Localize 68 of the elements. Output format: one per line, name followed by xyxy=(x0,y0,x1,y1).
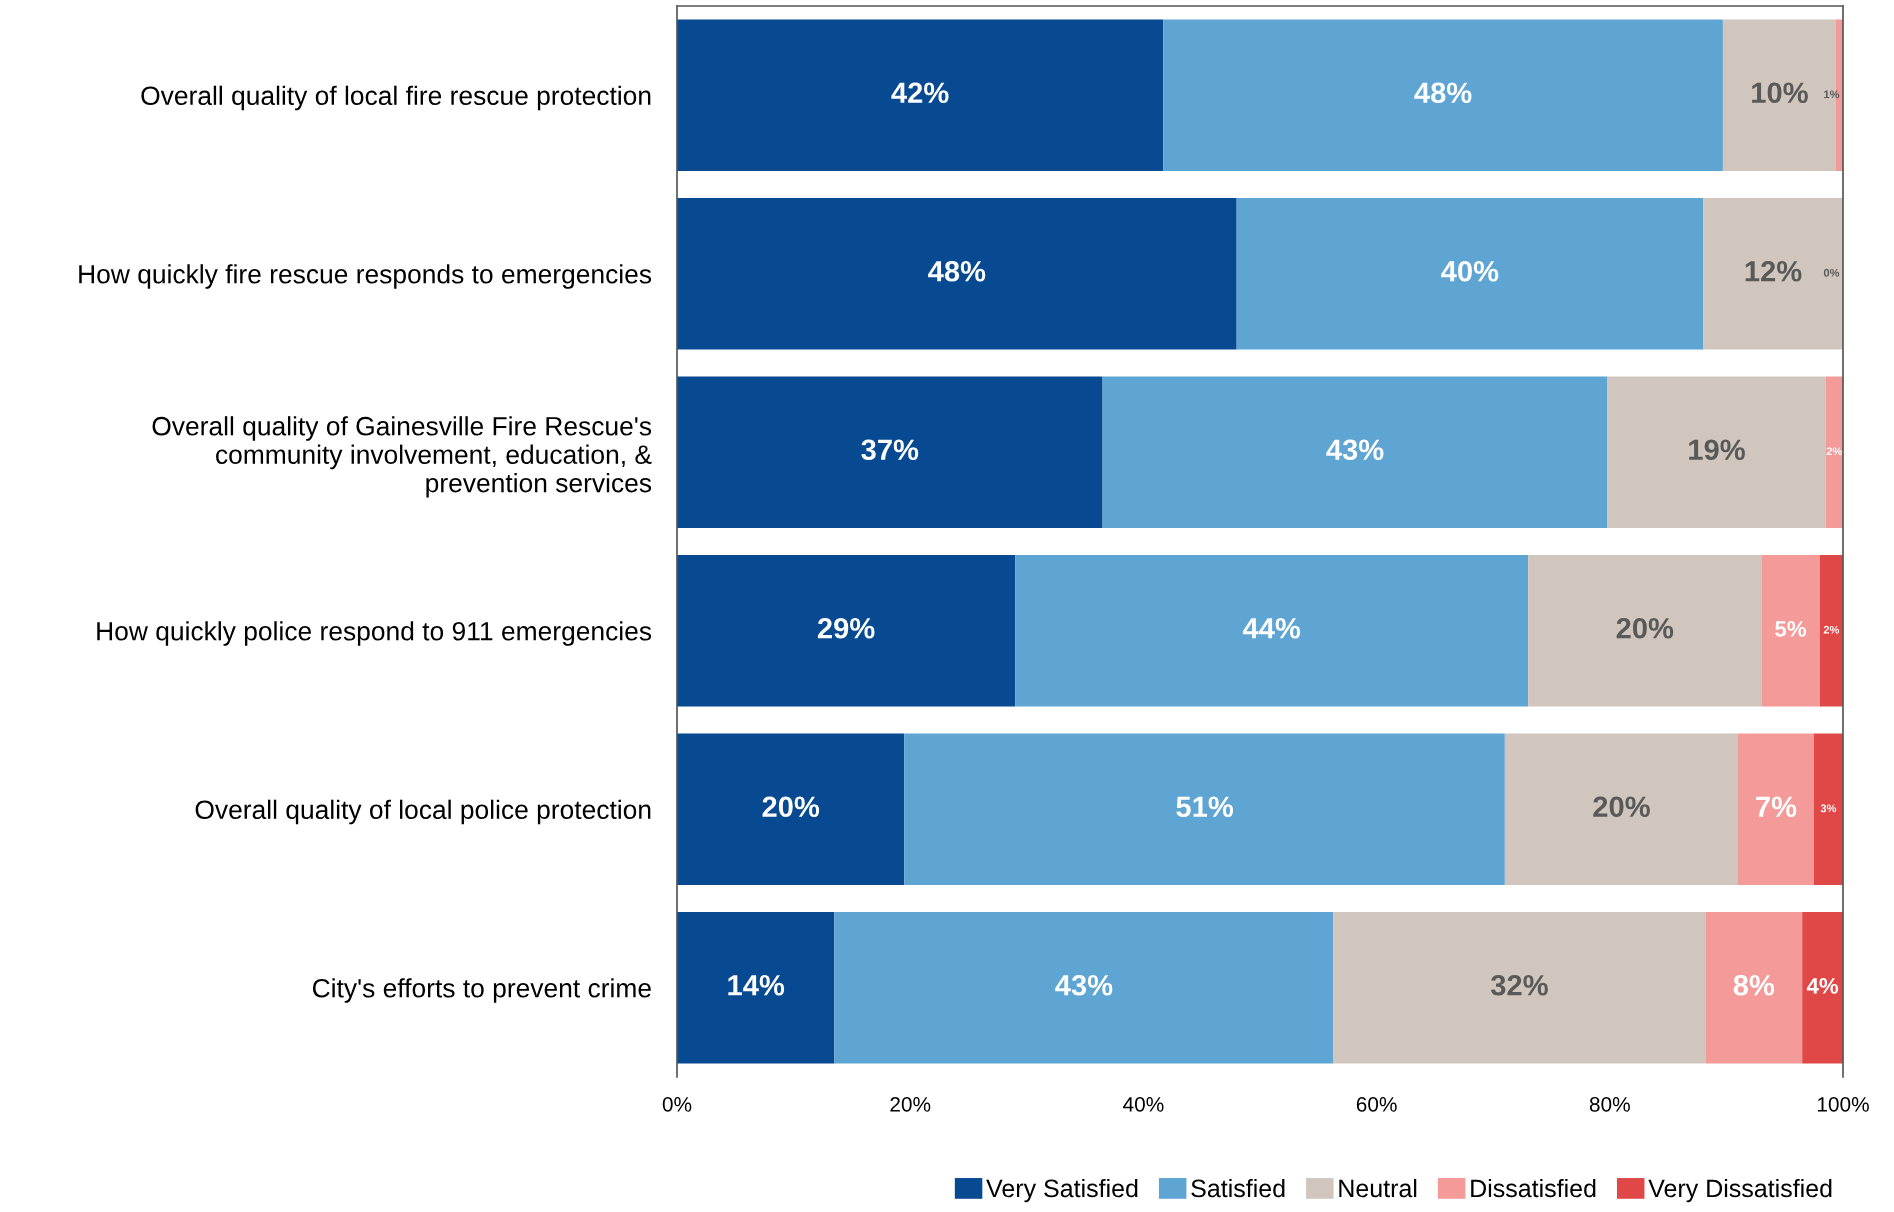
bar xyxy=(677,733,905,886)
data-label: 42% xyxy=(891,82,949,104)
data-label: 32% xyxy=(1490,974,1548,996)
y-tick-label: Overall quality of Gainesville Fire Rescue's community involvement, education, & prevention services xyxy=(152,416,652,498)
data-label: 43% xyxy=(1055,974,1113,996)
bar xyxy=(1102,376,1608,529)
bar xyxy=(1819,554,1843,707)
data-label: 43% xyxy=(1326,439,1384,461)
bar xyxy=(904,733,1505,886)
bar xyxy=(1504,733,1739,886)
bar xyxy=(1163,19,1723,172)
bar xyxy=(1333,911,1706,1064)
data-label: 7% xyxy=(1756,796,1797,818)
data-label: 12% xyxy=(1745,260,1802,282)
data-label: 51% xyxy=(1176,796,1234,818)
bar xyxy=(1703,197,1843,350)
data-label: 10% xyxy=(1752,82,1808,104)
legend-label: Neutral xyxy=(1339,1178,1417,1198)
data-label: 20% xyxy=(762,796,820,818)
data-label: 8% xyxy=(1733,974,1775,996)
y-tick-label: City's efforts to prevent crime xyxy=(312,978,651,1003)
legend-label: Very Satisfied xyxy=(986,1178,1138,1203)
x-tick-label: 100% xyxy=(1817,1096,1869,1112)
y-tick-label: Overall quality of local police protection xyxy=(195,799,651,825)
legend-label: Dissatisfied xyxy=(1471,1178,1596,1198)
bar xyxy=(1528,554,1762,707)
bar xyxy=(677,554,1016,707)
bar xyxy=(1015,554,1529,707)
y-tick-label: Overall quality of local fire rescue protection xyxy=(141,85,651,111)
data-label: 0% xyxy=(1823,268,1840,277)
bar xyxy=(1236,197,1704,350)
legend-label: Very Dissatisfied xyxy=(1648,1178,1832,1203)
bar xyxy=(1825,376,1843,529)
bar xyxy=(1761,554,1820,707)
data-label: 20% xyxy=(1593,796,1650,818)
bar xyxy=(677,19,1164,172)
data-label: 3% xyxy=(1820,804,1837,813)
bar xyxy=(834,911,1334,1064)
x-tick-label: 0% xyxy=(662,1096,692,1112)
bar xyxy=(1802,911,1843,1064)
data-label: 4% xyxy=(1806,978,1839,994)
data-label: 48% xyxy=(1414,82,1472,104)
y-tick-label: How quickly police respond to 911 emergencies xyxy=(97,621,652,646)
bar xyxy=(677,911,835,1064)
data-label: 48% xyxy=(928,260,986,282)
bar xyxy=(1813,733,1843,886)
legend-label: Satisfied xyxy=(1191,1178,1285,1198)
x-tick-label: 80% xyxy=(1589,1096,1630,1112)
bar xyxy=(677,197,1237,350)
data-label: 5% xyxy=(1775,621,1806,637)
bar xyxy=(1607,376,1826,529)
data-label: 19% xyxy=(1689,439,1745,461)
data-label: 14% xyxy=(728,975,785,996)
bar xyxy=(1738,733,1814,886)
data-label: 2% xyxy=(1826,447,1842,456)
data-label: 37% xyxy=(861,439,919,461)
data-label: 1% xyxy=(1824,90,1840,99)
data-label: 2% xyxy=(1823,625,1840,634)
x-tick-label: 20% xyxy=(890,1096,931,1112)
x-tick-label: 40% xyxy=(1123,1096,1164,1112)
y-tick-label: How quickly fire rescue responds to emergencies xyxy=(79,264,652,289)
bar xyxy=(677,376,1103,529)
data-label: 40% xyxy=(1441,260,1499,282)
x-tick-label: 60% xyxy=(1356,1096,1397,1112)
data-label: 44% xyxy=(1242,618,1301,639)
data-label: 20% xyxy=(1616,617,1674,639)
data-label: 29% xyxy=(817,617,875,639)
bar xyxy=(1705,911,1803,1064)
